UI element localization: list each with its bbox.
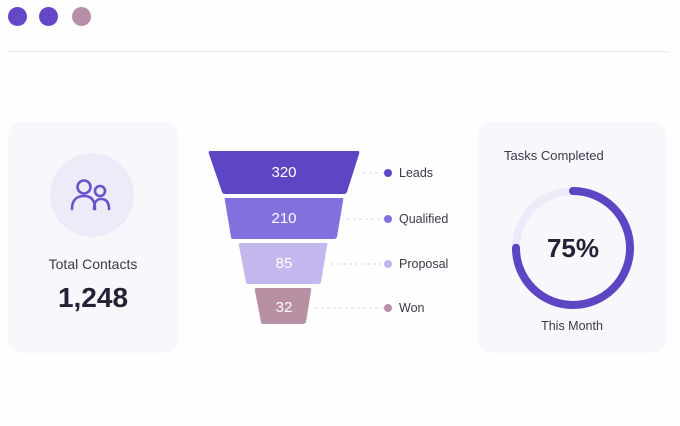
funnel-stage-won[interactable] bbox=[254, 288, 312, 324]
tasks-completed-card: Tasks Completed 75% This Month bbox=[478, 122, 666, 353]
funnel-stage-leads[interactable] bbox=[208, 151, 360, 194]
won-value: 32 bbox=[275, 299, 293, 316]
qualified-label: Qualified bbox=[399, 212, 449, 226]
qualified-legend-dot bbox=[384, 215, 392, 223]
tasks-percent: 75% bbox=[546, 232, 600, 263]
window-dot-3[interactable] bbox=[72, 7, 91, 26]
proposal-value: 85 bbox=[275, 255, 293, 272]
total-contacts-value: 1,248 bbox=[57, 282, 129, 313]
funnel-graphic bbox=[208, 151, 392, 324]
tasks-period: This Month bbox=[541, 319, 603, 333]
tasks-progress-ring: 75% bbox=[510, 185, 636, 311]
leads-label: Leads bbox=[399, 166, 434, 180]
qualified-value: 210 bbox=[271, 210, 297, 227]
header-divider bbox=[8, 51, 668, 52]
proposal-legend-dot bbox=[384, 260, 392, 268]
total-contacts-label: Total Contacts bbox=[48, 256, 138, 272]
window-dot-2[interactable] bbox=[39, 7, 58, 26]
tasks-title: Tasks Completed bbox=[504, 148, 604, 163]
proposal-label: Proposal bbox=[399, 257, 449, 271]
won-legend-dot bbox=[384, 304, 392, 312]
users-icon bbox=[70, 179, 111, 211]
leads-legend-dot bbox=[384, 169, 392, 177]
window-dot-1[interactable] bbox=[8, 7, 27, 26]
ring-fill bbox=[512, 187, 634, 309]
leads-value: 320 bbox=[271, 164, 297, 181]
funnel-stage-qualified[interactable] bbox=[224, 198, 344, 239]
sales-funnel: 320 210 85 32 Leads Qualified Proposal W… bbox=[200, 146, 470, 332]
funnel-stage-proposal[interactable] bbox=[238, 243, 328, 284]
contacts-avatar bbox=[50, 153, 134, 237]
won-label: Won bbox=[399, 301, 425, 315]
total-contacts-card: Total Contacts 1,248 bbox=[8, 122, 178, 353]
